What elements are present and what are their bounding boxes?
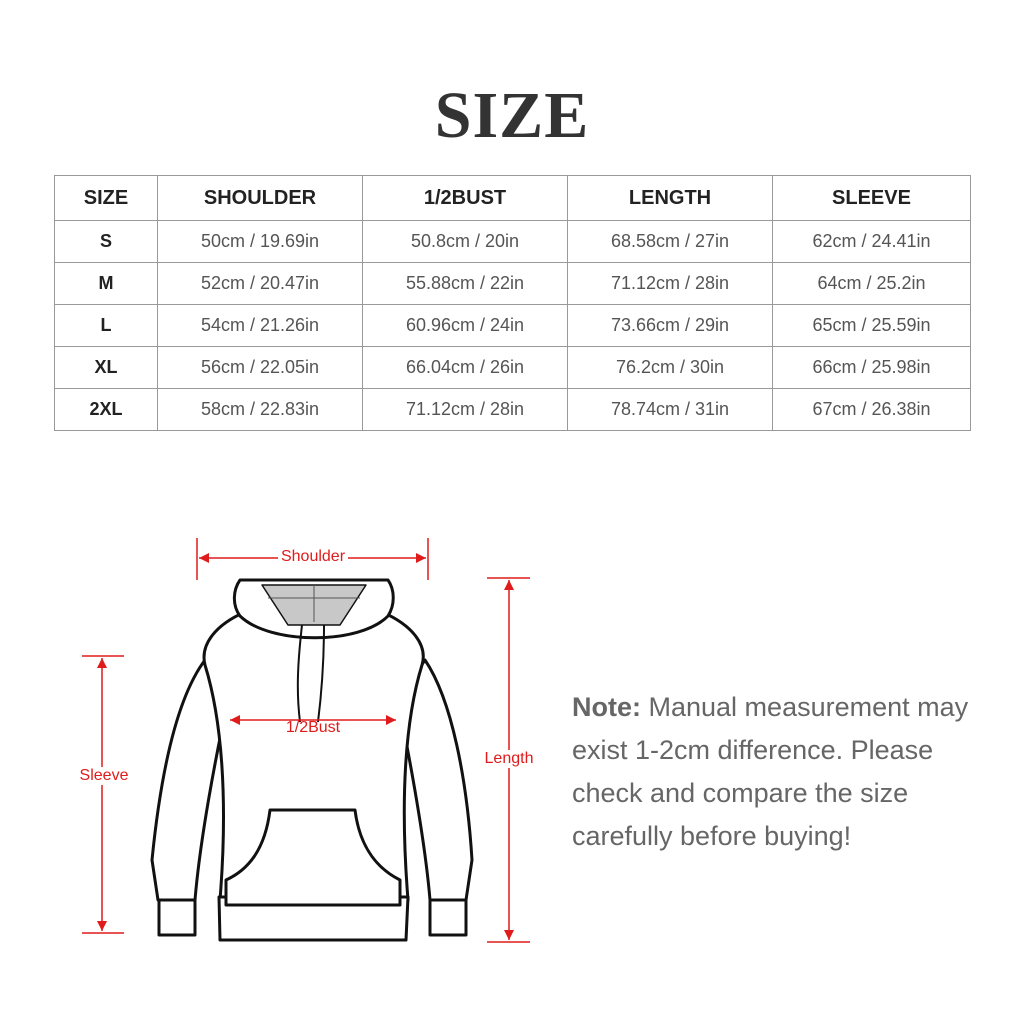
header-cell: SLEEVE [772,175,971,221]
sleeve-label: Sleeve [76,767,132,785]
measurement-cell: 65cm / 25.59in [772,304,971,347]
length-label: Length [481,750,537,768]
measurement-cell: 62cm / 24.41in [772,220,971,263]
size-cell: L [54,304,158,347]
table-header-row: SIZE SHOULDER 1/2BUST LENGTH SLEEVE [54,175,971,221]
header-cell: SHOULDER [157,175,363,221]
measurement-cell: 71.12cm / 28in [362,388,568,431]
table-row: L 54cm / 21.26in 60.96cm / 24in 73.66cm / 2… [54,304,971,347]
note-label: Note: [572,692,641,722]
header-cell: 1/2BUST [362,175,568,221]
page-title: SIZE [434,79,590,152]
table-row: XL 56cm / 22.05in 66.04cm / 26in 76.2cm / 3… [54,346,971,389]
note-text: Note: Manual measurement may exist 1-2cm… [572,686,992,858]
header-cell: SIZE [54,175,158,221]
measurement-cell: 52cm / 20.47in [157,262,363,305]
size-table: SIZE SHOULDER 1/2BUST LENGTH SLEEVE S 50c… [54,175,971,431]
bust-label: 1/2Bust [285,719,341,736]
measurement-cell: 58cm / 22.83in [157,388,363,431]
measurement-cell: 56cm / 22.05in [157,346,363,389]
measurement-cell: 64cm / 25.2in [772,262,971,305]
measurement-cell: 55.88cm / 22in [362,262,568,305]
measurement-cell: 50cm / 19.69in [157,220,363,263]
measurement-cell: 71.12cm / 28in [567,262,773,305]
measurement-cell: 67cm / 26.38in [772,388,971,431]
measurement-cell: 78.74cm / 31in [567,388,773,431]
measurement-cell: 68.58cm / 27in [567,220,773,263]
size-cell: 2XL [54,388,158,431]
hoodie-outline [150,578,474,942]
size-cell: M [54,262,158,305]
table-row: M 52cm / 20.47in 55.88cm / 22in 71.12cm / 2… [54,262,971,305]
measurement-cell: 54cm / 21.26in [157,304,363,347]
measurement-cell: 66cm / 25.98in [772,346,971,389]
measurement-cell: 73.66cm / 29in [567,304,773,347]
note-body: Manual measurement may exist 1-2cm diffe… [572,692,969,851]
table-row: 2XL 58cm / 22.83in 71.12cm / 28in 78.74cm /… [54,388,971,431]
shoulder-label: Shoulder [277,548,349,566]
size-cell: S [54,220,158,263]
table-row: S 50cm / 19.69in 50.8cm / 20in 68.58cm / 27… [54,220,971,263]
